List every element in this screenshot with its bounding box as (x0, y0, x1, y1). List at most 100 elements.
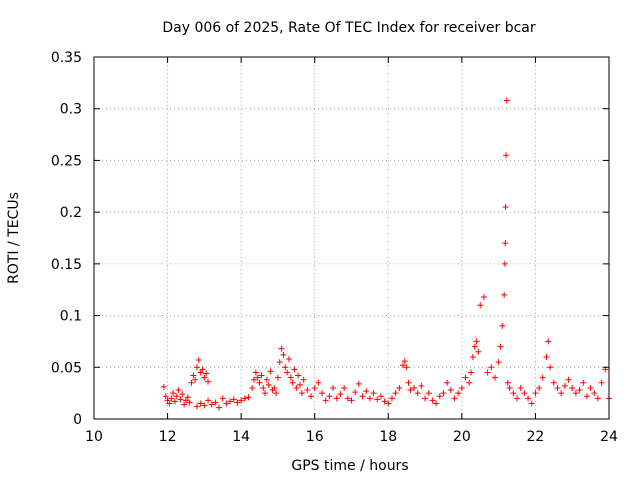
data-point (539, 374, 546, 381)
x-axis-label: GPS time / hours (291, 458, 408, 474)
data-point (385, 400, 392, 407)
data-point (258, 372, 265, 379)
data-point (197, 369, 204, 376)
x-tick-label: 24 (600, 429, 618, 445)
data-point (510, 390, 517, 397)
grid-lines (94, 57, 609, 419)
data-point (262, 390, 269, 397)
data-point (480, 293, 487, 300)
data-point (297, 381, 303, 388)
data-point (392, 390, 399, 397)
data-point (436, 393, 443, 400)
data-point (504, 379, 511, 386)
data-point (197, 400, 204, 407)
data-point (289, 379, 296, 386)
data-point (545, 338, 552, 345)
data-point (514, 395, 521, 402)
data-point (190, 372, 197, 379)
data-point (475, 348, 482, 355)
data-point (295, 372, 302, 379)
data-point (425, 390, 432, 397)
data-point (547, 364, 554, 371)
data-point (503, 152, 509, 159)
data-point (429, 397, 436, 404)
data-point (400, 362, 406, 369)
data-point (271, 384, 278, 391)
data-point (252, 369, 259, 376)
axis-ticks (93, 56, 610, 420)
data-point (280, 351, 287, 358)
data-point (273, 390, 280, 397)
data-point (444, 379, 451, 386)
data-point (182, 397, 189, 404)
data-point (503, 97, 510, 104)
data-point (216, 404, 223, 411)
data-point (195, 357, 202, 364)
data-point (227, 398, 234, 405)
data-point (223, 400, 230, 407)
data-point (359, 393, 366, 400)
y-tick-label: 0.15 (51, 257, 82, 273)
data-point (355, 380, 362, 387)
data-point (287, 374, 294, 381)
data-point (201, 402, 208, 409)
data-point (396, 384, 403, 391)
data-point (344, 395, 351, 402)
data-point (468, 369, 475, 376)
y-tick-label: 0.35 (51, 50, 82, 66)
data-point (168, 395, 175, 402)
data-point (502, 203, 509, 210)
data-point (278, 345, 285, 352)
data-point (251, 376, 258, 383)
x-tick-label: 12 (159, 429, 177, 445)
data-point (173, 393, 180, 400)
data-point (558, 390, 565, 397)
data-point (374, 396, 381, 403)
data-point (291, 366, 298, 373)
data-point (304, 387, 311, 394)
data-point (471, 343, 478, 350)
data-point (411, 384, 418, 391)
x-tick-label: 22 (527, 429, 545, 445)
y-tick-label: 0.1 (60, 309, 82, 325)
data-point (501, 291, 508, 298)
data-point (179, 391, 186, 398)
data-point (502, 240, 509, 247)
data-point (422, 395, 429, 402)
data-point (170, 390, 177, 397)
data-point (285, 356, 292, 363)
data-point (598, 379, 605, 386)
data-point (333, 395, 340, 402)
data-point (576, 387, 583, 394)
data-point (160, 383, 167, 390)
x-tick-label: 18 (379, 429, 397, 445)
data-point (447, 387, 454, 394)
data-point (407, 387, 414, 394)
data-point (267, 368, 274, 375)
data-point (205, 378, 212, 385)
data-point (315, 379, 322, 386)
data-point (205, 397, 212, 404)
data-point (284, 369, 291, 376)
data-point (401, 358, 408, 365)
data-point (337, 391, 344, 398)
data-point (488, 364, 495, 371)
data-point (414, 390, 421, 397)
y-tick-label: 0.05 (51, 360, 82, 376)
data-point (319, 390, 326, 397)
data-point (495, 359, 502, 366)
data-point (230, 396, 237, 403)
data-point (201, 374, 208, 381)
data-point (594, 395, 601, 402)
data-point (440, 390, 447, 397)
data-point (418, 382, 425, 389)
data-point (506, 384, 513, 391)
data-point (484, 369, 491, 376)
plot-frame (93, 56, 610, 420)
data-point (265, 381, 272, 388)
data-point (499, 322, 506, 329)
data-point (322, 397, 329, 404)
data-point (184, 394, 191, 401)
data-point (194, 403, 200, 410)
